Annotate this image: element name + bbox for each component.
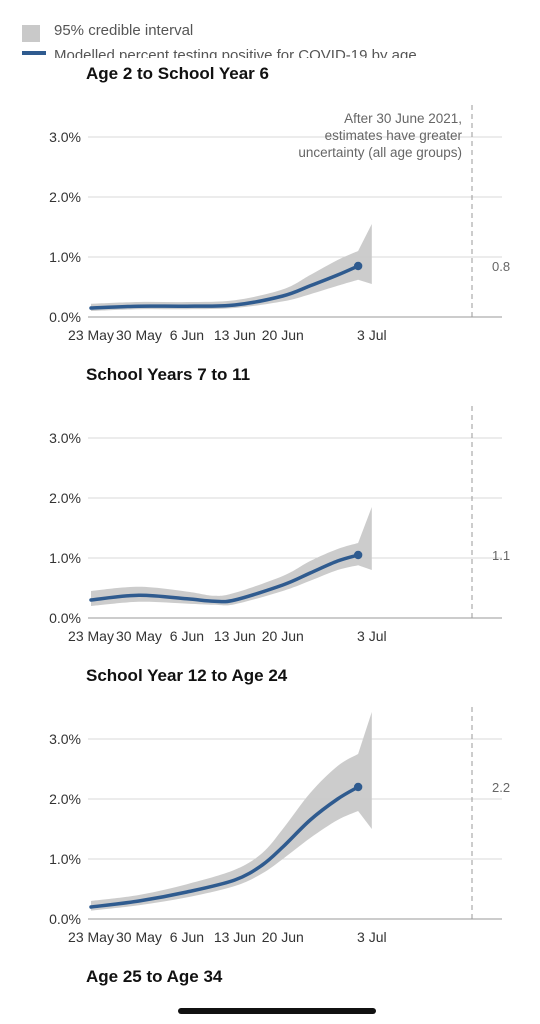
y-tick-label: 3.0% <box>49 731 81 747</box>
x-tick-label: 30 May <box>116 929 162 945</box>
credible-interval-band <box>91 712 372 911</box>
x-tick-label: 13 Jun <box>214 929 256 945</box>
credible-interval-swatch <box>22 25 40 42</box>
x-tick-label: 6 Jun <box>170 327 204 343</box>
panel-title-age-2-to-school-year-6: Age 2 to School Year 6 <box>86 64 269 83</box>
panel-title-school-years-7-to-11: School Years 7 to 11 <box>86 365 251 384</box>
x-tick-label: 20 Jun <box>262 628 304 644</box>
x-tick-label: 23 May <box>68 628 114 644</box>
uncertainty-annotation-line: uncertainty (all age groups) <box>298 145 462 160</box>
x-tick-label: 13 Jun <box>214 628 256 644</box>
end-value-label: 2.2 <box>492 780 510 795</box>
legend: 95% credible interval Modelled percent t… <box>0 0 540 58</box>
y-tick-label: 2.0% <box>49 490 81 506</box>
end-point <box>353 782 363 792</box>
y-tick-label: 3.0% <box>49 129 81 145</box>
chart-school-years-7-to-11: 0.0% 1.0% 2.0% 3.0% 23 May 30 May 6 Jun 13 Jun 2… <box>49 406 510 644</box>
x-tick-label: 6 Jun <box>170 628 204 644</box>
x-tick-label: 23 May <box>68 929 114 945</box>
x-tick-label: 23 May <box>68 327 114 343</box>
end-point <box>353 261 363 271</box>
x-tick-label: 20 Jun <box>262 929 304 945</box>
chart-age-2-to-school-year-6: 0.0% 1.0% 2.0% 3.0% 23 May 30 May 6 Jun 13 Jun 2… <box>49 105 510 343</box>
end-value-label: 0.8 <box>492 259 510 274</box>
modelled-line-swatch <box>22 51 46 55</box>
x-tick-label: 20 Jun <box>262 327 304 343</box>
y-tick-label: 1.0% <box>49 249 81 265</box>
y-tick-label: 3.0% <box>49 430 81 446</box>
home-indicator[interactable] <box>178 1008 376 1014</box>
x-tick-label: 3 Jul <box>357 327 387 343</box>
y-tick-label: 1.0% <box>49 851 81 867</box>
modelled-line <box>89 553 360 604</box>
y-tick-label: 0.0% <box>49 610 81 626</box>
y-tick-label: 0.0% <box>49 309 81 325</box>
chart-school-year-12-to-age-24: 0.0% 1.0% 2.0% 3.0% 23 May 30 May 6 Jun 13 Jun 2… <box>49 707 510 945</box>
x-tick-label: 30 May <box>116 327 162 343</box>
x-tick-label: 3 Jul <box>357 929 387 945</box>
uncertainty-annotation-line: After 30 June 2021, <box>344 111 462 126</box>
y-tick-label: 2.0% <box>49 791 81 807</box>
credible-interval-band <box>91 507 372 606</box>
panel-title-school-year-12-to-age-24: School Year 12 to Age 24 <box>86 666 288 685</box>
end-value-label: 1.1 <box>492 548 510 563</box>
modelled-line <box>89 264 360 310</box>
legend-ci-label: 95% credible interval <box>54 22 194 39</box>
credible-interval-band <box>91 224 372 311</box>
end-point <box>353 550 363 560</box>
y-tick-label: 2.0% <box>49 189 81 205</box>
modelled-line <box>89 785 360 909</box>
y-tick-label: 1.0% <box>49 550 81 566</box>
panel-title-age-25-to-age-34: Age 25 to Age 34 <box>86 967 223 986</box>
x-tick-label: 3 Jul <box>357 628 387 644</box>
y-tick-label: 0.0% <box>49 911 81 927</box>
x-tick-label: 13 Jun <box>214 327 256 343</box>
legend-line-label: Modelled percent testing positive for CO… <box>54 47 417 58</box>
x-tick-label: 6 Jun <box>170 929 204 945</box>
x-tick-label: 30 May <box>116 628 162 644</box>
uncertainty-annotation-line: estimates have greater <box>325 128 463 143</box>
